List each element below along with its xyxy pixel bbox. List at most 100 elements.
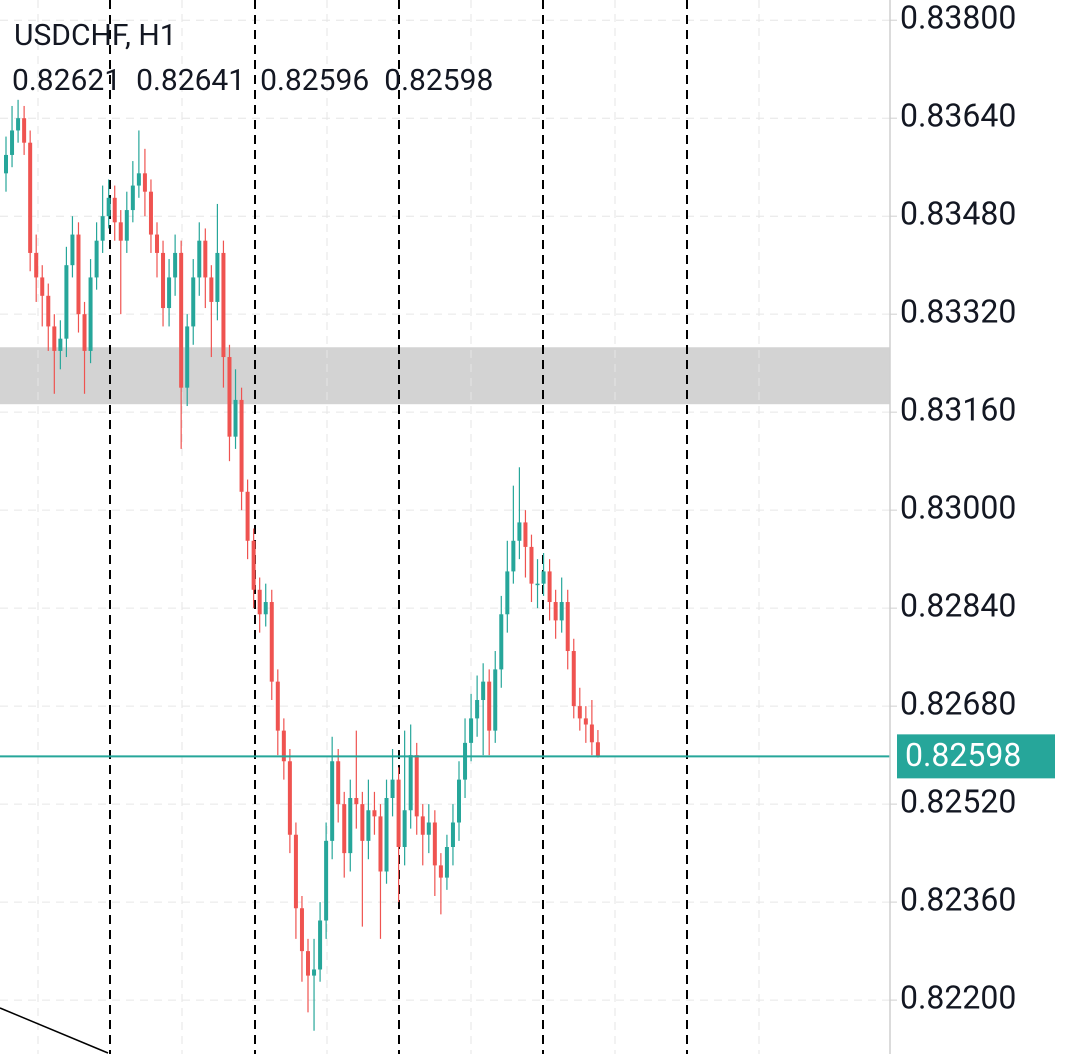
candle-body	[517, 522, 522, 541]
candle-body	[142, 173, 147, 192]
zone	[0, 347, 890, 405]
last-price-box	[897, 734, 1055, 779]
y-tick-label: 0.82520	[900, 783, 1016, 821]
candle-body	[173, 252, 178, 278]
candle-body	[366, 810, 371, 841]
ohlc-readout: 0.82621 0.82641 0.82596 0.82598	[12, 63, 493, 98]
y-tick-label: 0.83640	[900, 97, 1016, 135]
candle-body	[130, 185, 135, 211]
candle-body	[34, 252, 39, 278]
y-tick-label: 0.83000	[900, 489, 1016, 527]
candle-body	[481, 681, 486, 701]
chart-title: USDCHF, H1	[14, 18, 177, 53]
candle-body	[487, 681, 492, 731]
trend-line	[0, 1007, 109, 1054]
candle-body	[287, 761, 292, 835]
candle-body	[432, 822, 437, 866]
candle-body	[565, 602, 570, 652]
candle-body	[523, 522, 528, 547]
candle-body	[293, 834, 298, 909]
ohlc-low: 0.82596	[260, 63, 369, 98]
candle-body	[595, 742, 600, 757]
candle-body	[318, 920, 323, 970]
candle-body	[221, 252, 226, 358]
candle-body	[559, 602, 564, 621]
candle-body	[179, 252, 184, 388]
candle-body	[299, 908, 304, 952]
candle-body	[106, 197, 111, 217]
candle-body	[330, 761, 335, 841]
candle-body	[167, 277, 172, 309]
zone-layer	[0, 347, 890, 405]
ohlc-high: 0.82641	[136, 63, 245, 98]
y-tick-label: 0.83320	[900, 293, 1016, 331]
candle-body	[191, 277, 196, 327]
ohlc-open: 0.82621	[12, 63, 121, 98]
candle-body	[155, 234, 159, 253]
candle-body	[426, 822, 431, 835]
candle-body	[475, 700, 480, 719]
candle-body	[420, 816, 425, 835]
price-axis: 0.83800 0.83640 0.83480 0.83320 0.83160 0.830…	[890, 0, 1055, 1017]
candle-body	[118, 222, 123, 241]
candle-body	[463, 742, 468, 780]
candle-body	[263, 602, 268, 615]
candle-body	[136, 173, 141, 186]
candle-body	[46, 295, 51, 327]
candle-body	[4, 154, 8, 174]
candle-body	[112, 197, 117, 223]
candle-body	[76, 234, 81, 315]
y-tick-label: 0.82360	[900, 881, 1016, 919]
y-tick-label: 0.82200	[900, 979, 1016, 1017]
candle-body	[396, 779, 401, 847]
y-tick-label: 0.83480	[900, 195, 1016, 233]
y-tick-label: 0.82680	[900, 685, 1016, 723]
candle-body	[197, 240, 202, 278]
candle-body	[124, 210, 129, 241]
candle-body	[203, 240, 208, 278]
candle-body	[10, 130, 15, 155]
y-tick-label: 0.82840	[900, 587, 1016, 625]
candle-body	[378, 816, 383, 872]
candle-body	[281, 730, 286, 762]
candle-body	[336, 761, 341, 805]
candle-body	[342, 804, 347, 854]
candle-body	[457, 779, 461, 823]
ohlc-close: 0.82598	[384, 63, 493, 98]
candle-body	[589, 724, 594, 743]
candle-body	[505, 571, 510, 615]
candle-body	[269, 602, 274, 682]
candle-body	[450, 822, 455, 847]
candle-body	[16, 118, 21, 131]
candle-body	[215, 252, 220, 302]
candle-body	[499, 614, 504, 670]
candle-body	[64, 265, 69, 339]
candle-body	[348, 798, 353, 854]
candle-body	[70, 234, 75, 266]
candle-body	[583, 718, 588, 725]
candle-body	[52, 326, 57, 351]
candle-body	[251, 540, 256, 590]
candle-body	[372, 810, 377, 817]
candles	[4, 99, 600, 1031]
candle-body	[402, 810, 407, 847]
candle-body	[384, 798, 389, 872]
candle-body	[88, 277, 93, 351]
candle-body	[312, 969, 317, 976]
candle-body	[233, 399, 238, 437]
candle-body	[58, 338, 63, 351]
candle-body	[535, 583, 540, 586]
candle-body	[275, 681, 280, 731]
y-tick-label: 0.83800	[900, 0, 1016, 37]
candle-body	[571, 651, 576, 707]
candle-body	[209, 277, 214, 302]
candle-body	[257, 589, 262, 615]
candle-body	[493, 669, 498, 731]
candle-body	[547, 571, 552, 603]
candle-body	[227, 357, 232, 437]
candle-body	[185, 326, 190, 388]
candle-body	[529, 546, 534, 584]
candle-body	[94, 240, 99, 278]
candle-body	[22, 118, 27, 143]
